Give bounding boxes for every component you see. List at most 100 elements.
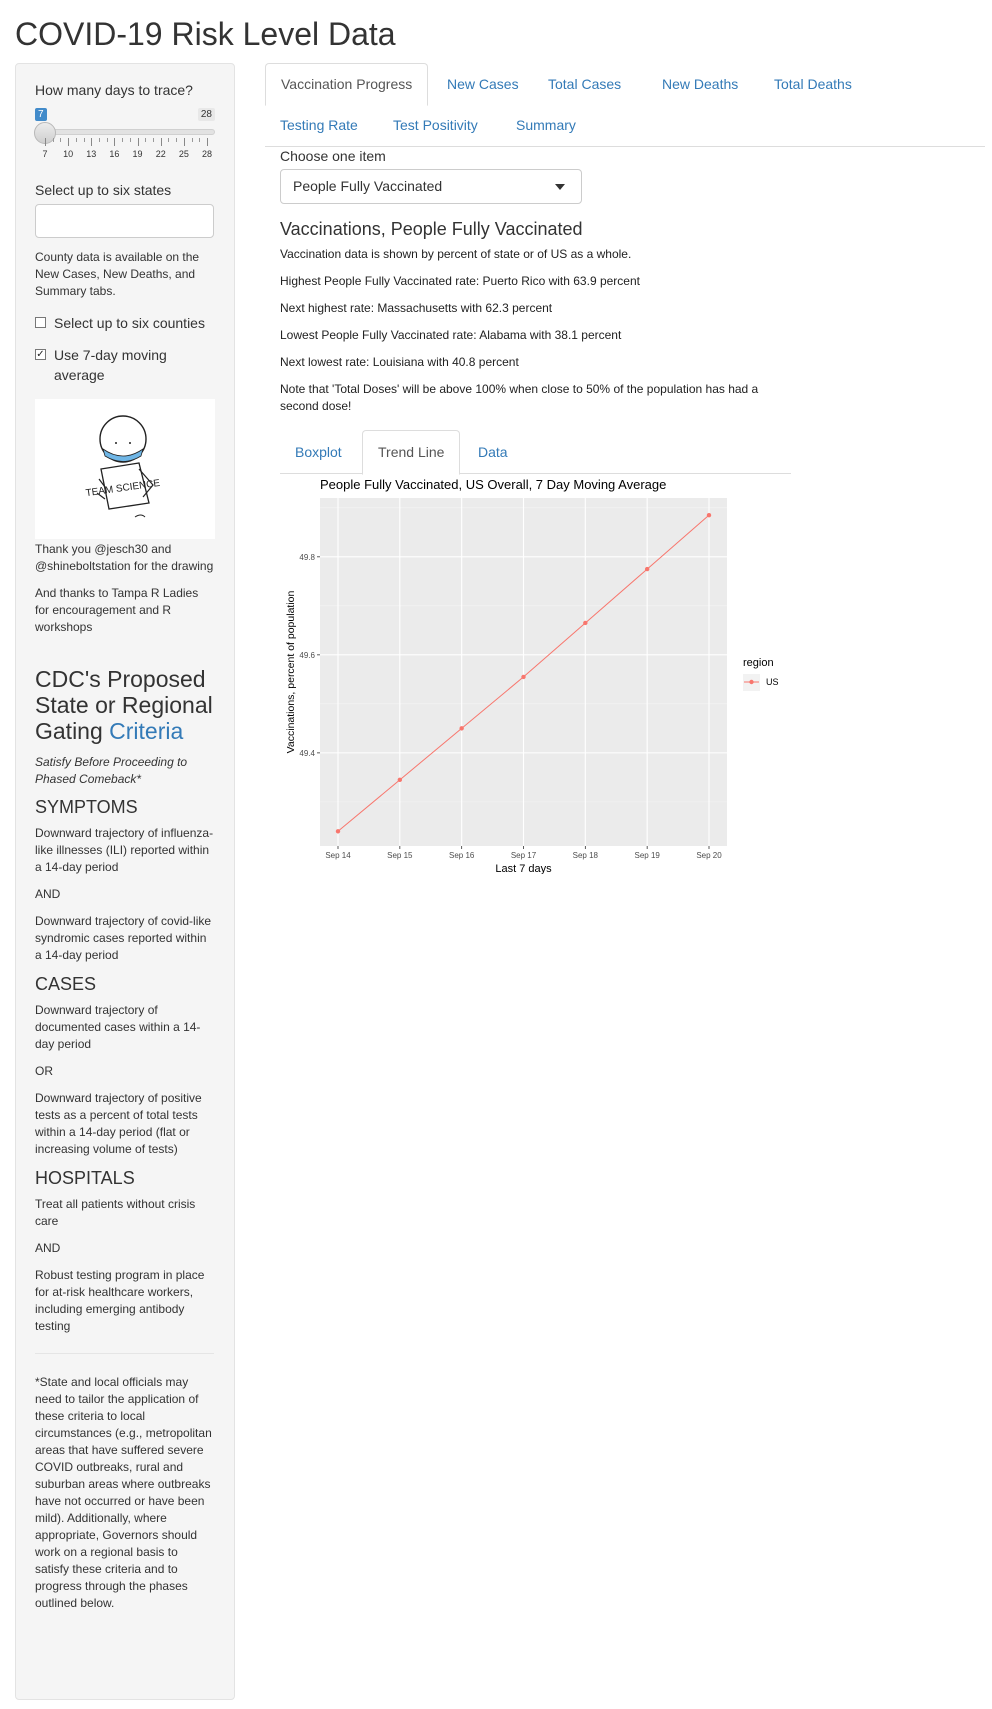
- thanks-drawing-text: Thank you @jesch30 and @shineboltstation…: [35, 542, 214, 573]
- cases-heading: CASES: [35, 974, 97, 994]
- legend-label: US: [766, 677, 779, 687]
- x-tick-label: Sep 15: [387, 851, 413, 860]
- data-point: [397, 777, 403, 783]
- slider-tick-label: 7: [42, 149, 48, 159]
- slider-tick: [114, 138, 116, 146]
- slider-tick-label: 16: [109, 149, 120, 159]
- highest-rate-text: Highest People Fully Vaccinated rate: Pu…: [280, 274, 640, 288]
- x-axis-ticks: Sep 14 Sep 15 Sep 16 Sep 17 Sep 18 Sep 19 Sep …: [325, 846, 722, 860]
- tab-total-deaths[interactable]: Total Deaths: [774, 76, 852, 92]
- slider-tick: [176, 138, 178, 142]
- data-point: [706, 512, 712, 518]
- slider-tick-label: 25: [178, 149, 189, 159]
- slider-tick: [45, 138, 46, 146]
- days-label: How many days to trace?: [35, 82, 193, 98]
- tab-boxplot[interactable]: Boxplot: [295, 444, 342, 460]
- data-point: [583, 620, 588, 626]
- moving-average-checkbox-row[interactable]: ✓ Use 7-day moving average: [35, 345, 215, 385]
- chevron-down-icon[interactable]: [555, 184, 565, 190]
- lowest-rate-text: Lowest People Fully Vaccinated rate: Ala…: [280, 328, 622, 342]
- slider-tick: [60, 138, 62, 142]
- thanks-tampa-text: And thanks to Tampa R Ladies for encoura…: [35, 586, 199, 634]
- sidebar-divider: [35, 1353, 214, 1354]
- slider-track[interactable]: [35, 129, 215, 135]
- chart-series: [335, 512, 712, 834]
- x-axis-label: Last 7 days: [495, 863, 552, 874]
- moving-average-checkbox-label[interactable]: Use 7-day moving average: [54, 347, 167, 383]
- cases-criterion-1: Downward trajectory of documented cases …: [35, 1003, 201, 1051]
- data-point: [335, 829, 341, 834]
- symptoms-criterion-1: Downward trajectory of influenza-like il…: [35, 826, 214, 874]
- y-tick-label: 49.8: [299, 553, 315, 562]
- slider-tick: [191, 138, 193, 142]
- next-highest-rate-text: Next highest rate: Massachusetts with 62…: [280, 301, 553, 315]
- item-select-value[interactable]: People Fully Vaccinated: [293, 178, 443, 194]
- tab-data[interactable]: Data: [478, 444, 508, 460]
- cdc-title-text: CDC's Proposed State or Regional Gating: [35, 666, 213, 744]
- criteria-link[interactable]: Criteria: [109, 718, 184, 744]
- tab-summary[interactable]: Summary: [516, 117, 576, 133]
- chart-tabs: Boxplot Trend Line Data: [280, 430, 791, 475]
- x-tick-label: Sep 16: [449, 851, 475, 860]
- tab-vaccination-progress[interactable]: Vaccination Progress: [265, 63, 429, 106]
- page-title: COVID-19 Risk Level Data: [15, 16, 396, 52]
- slider-tick: [145, 138, 147, 142]
- tab-new-deaths[interactable]: New Deaths: [662, 76, 739, 92]
- hospitals-criterion-2: Robust testing program in place for at-r…: [35, 1268, 205, 1333]
- counties-checkbox[interactable]: [35, 317, 46, 328]
- symptoms-criterion-2: Downward trajectory of covid-like syndro…: [35, 914, 212, 962]
- vaccination-note: Vaccination data is shown by percent of …: [280, 247, 632, 261]
- slider-tick: [68, 138, 70, 146]
- footnote: *State and local officials may need to t…: [35, 1375, 212, 1610]
- tab-test-positivity[interactable]: Test Positivity: [393, 117, 478, 133]
- moving-average-checkbox[interactable]: ✓: [35, 349, 46, 360]
- slider-tick-label: 22: [155, 149, 166, 159]
- counties-checkbox-row[interactable]: Select up to six counties: [35, 313, 215, 333]
- tab-total-cases[interactable]: Total Cases: [548, 76, 622, 92]
- tab-new-cases[interactable]: New Cases: [447, 76, 519, 92]
- cdc-gating-title: CDC's Proposed State or Regional Gating …: [35, 666, 215, 744]
- slider-tick: [160, 138, 162, 146]
- y-axis-ticks: 49.4 49.6 49.8: [299, 553, 320, 758]
- chart-title: People Fully Vaccinated, US Overall, 7 D…: [320, 477, 666, 492]
- legend-point: [749, 679, 754, 685]
- days-slider[interactable]: 7 28 7 10 13 16 19 22 25 28: [34, 102, 215, 180]
- sidebar-panel: How many days to trace? 7 28 7 10 13 16 19 22…: [15, 63, 235, 1700]
- slider-tick-label: 13: [86, 149, 97, 159]
- team-science-drawing: TEAM SCIENCE: [35, 399, 215, 539]
- slider-value-badge: 7: [35, 108, 47, 121]
- chart-legend: US: [743, 674, 779, 691]
- data-point: [644, 566, 650, 572]
- y-tick-label: 49.6: [299, 651, 315, 660]
- slider-tick: [153, 138, 154, 142]
- item-select[interactable]: People Fully Vaccinated: [280, 169, 582, 204]
- y-axis-label: Vaccinations, percent of population: [285, 591, 297, 754]
- slider-tick: [106, 138, 108, 142]
- team-science-illustration: TEAM SCIENCE: [85, 415, 161, 518]
- slider-tick: [129, 138, 131, 142]
- tab-testing-rate[interactable]: Testing Rate: [280, 117, 358, 133]
- slider-tick-label: 19: [132, 149, 143, 159]
- x-tick-label: Sep 19: [634, 851, 660, 860]
- slider-tick: [137, 138, 139, 146]
- hospitals-heading: HOSPITALS: [35, 1168, 135, 1188]
- main-content: Choose one item People Fully Vaccinated …: [280, 148, 780, 415]
- slider-tick-labels: 7 10 13 16 19 22 25 28: [35, 149, 215, 161]
- slider-tick: [91, 138, 93, 146]
- section-title: Vaccinations, People Fully Vaccinated: [280, 219, 583, 239]
- chart-grid: [320, 498, 727, 846]
- slider-tick: [207, 138, 208, 146]
- symptoms-heading: SYMPTOMS: [35, 797, 138, 817]
- y-tick-label: 49.4: [299, 749, 315, 758]
- data-point: [459, 726, 464, 731]
- slider-tick: [83, 138, 85, 142]
- tab-trend-line[interactable]: Trend Line: [362, 430, 461, 475]
- x-tick-label: Sep 20: [696, 851, 722, 860]
- states-input[interactable]: [35, 204, 214, 238]
- counties-checkbox-label[interactable]: Select up to six counties: [54, 315, 205, 331]
- data-point: [521, 674, 526, 680]
- x-tick-label: Sep 17: [511, 851, 537, 860]
- slider-tick-label: 10: [63, 149, 74, 159]
- slider-tick: [52, 138, 54, 142]
- slider-tick: [75, 138, 77, 142]
